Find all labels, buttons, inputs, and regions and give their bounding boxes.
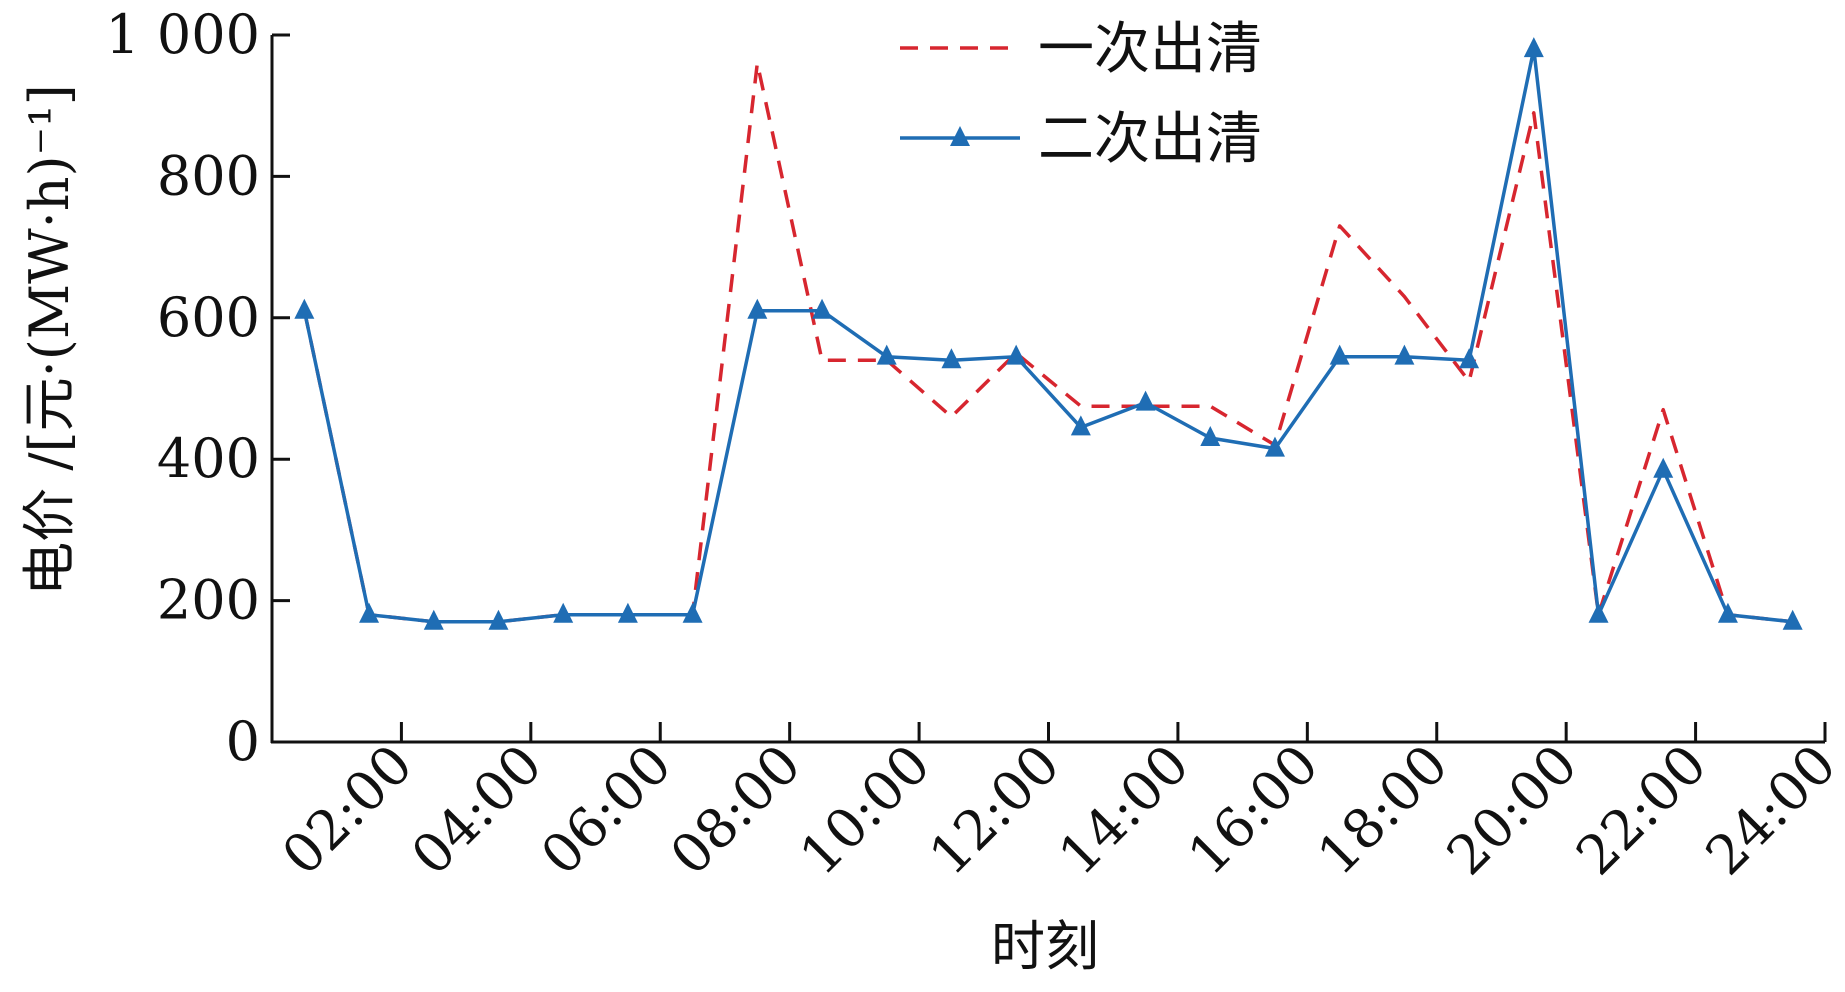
x-tick-label: 08:00	[658, 733, 813, 888]
legend-swatch-marker	[950, 126, 970, 146]
y-tick-label: 600	[157, 286, 260, 349]
x-tick-label: 20:00	[1435, 733, 1590, 888]
y-tick-label: 400	[157, 427, 260, 490]
y-tick-label: 800	[157, 144, 260, 207]
data-point-marker	[1394, 344, 1415, 365]
x-tick-label: 18:00	[1305, 733, 1460, 888]
data-point-marker	[1782, 609, 1803, 630]
data-point-marker	[423, 609, 444, 630]
data-point-marker	[1653, 457, 1674, 478]
data-point-marker	[1588, 602, 1609, 623]
data-point-marker	[1329, 344, 1350, 365]
axes: 0 200 400 600 800 1 000 02:0004:0006:0008:0010…	[105, 3, 1845, 887]
data-point-marker	[1006, 344, 1027, 365]
y-tick-label: 1 000	[105, 3, 260, 66]
x-axis-title: 时刻	[991, 915, 1099, 978]
data-point-marker	[1135, 390, 1156, 411]
data-point-marker	[1717, 602, 1738, 623]
x-tick-label: 22:00	[1564, 733, 1719, 888]
data-point-marker	[876, 344, 897, 365]
data-point-marker	[682, 602, 703, 623]
legend-label: 二次出清	[1038, 107, 1262, 172]
x-tick-label: 24:00	[1694, 733, 1845, 888]
data-point-marker	[617, 602, 638, 623]
y-tick-label: 0	[226, 710, 260, 773]
x-tick-label: 12:00	[917, 733, 1072, 888]
data-point-marker	[1070, 415, 1091, 436]
data-point-marker	[1200, 425, 1221, 446]
data-point-marker	[1523, 37, 1544, 58]
data-point-marker	[747, 298, 768, 319]
data-point-marker	[1459, 348, 1480, 369]
legend-label: 一次出清	[1038, 17, 1262, 82]
y-axis-title: 电价 /[元·(MW·h)⁻¹]	[18, 84, 81, 596]
x-tick-label: 10:00	[788, 733, 943, 888]
x-tick-label: 14:00	[1047, 733, 1202, 888]
data-point-marker	[553, 602, 574, 623]
series-line	[302, 47, 1793, 624]
data-point-marker	[488, 609, 509, 630]
x-tick-label: 16:00	[1176, 733, 1331, 888]
x-tick-label: 06:00	[529, 733, 684, 888]
data-point-marker	[941, 348, 962, 369]
data-point-marker	[1264, 436, 1285, 457]
x-tick-label: 02:00	[270, 733, 425, 888]
data-point-marker	[294, 298, 315, 319]
y-tick-label: 200	[157, 569, 260, 632]
series-layer	[294, 37, 1803, 630]
data-point-marker	[812, 298, 833, 319]
data-point-marker	[359, 602, 380, 623]
x-tick-label: 04:00	[399, 733, 554, 888]
